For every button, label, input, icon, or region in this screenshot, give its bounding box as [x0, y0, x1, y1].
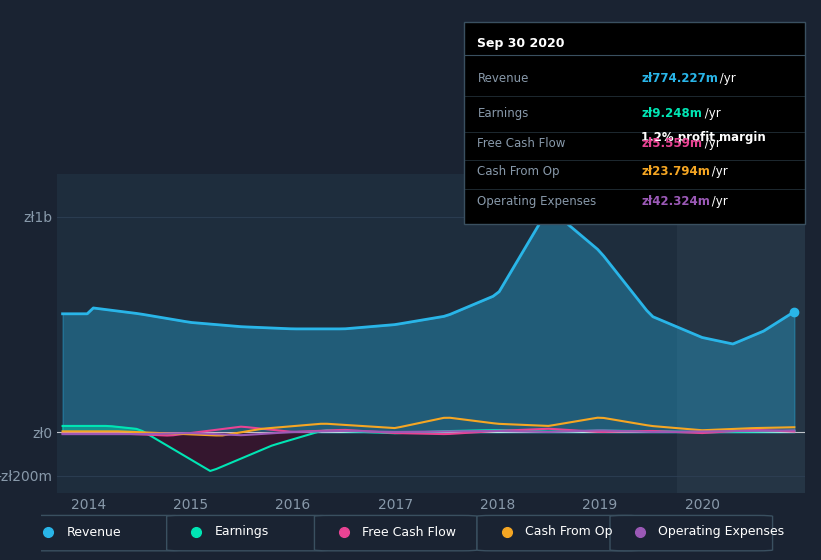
Text: /yr: /yr [701, 106, 721, 120]
Text: Free Cash Flow: Free Cash Flow [363, 525, 456, 539]
Text: Operating Expenses: Operating Expenses [478, 195, 597, 208]
FancyBboxPatch shape [314, 515, 477, 551]
Text: /yr: /yr [716, 72, 736, 85]
Text: Sep 30 2020: Sep 30 2020 [478, 36, 565, 49]
Text: 1.2% profit margin: 1.2% profit margin [641, 131, 766, 144]
Text: /yr: /yr [701, 137, 721, 150]
Text: zł42.324m: zł42.324m [641, 195, 710, 208]
FancyBboxPatch shape [477, 515, 640, 551]
Text: zł774.227m: zł774.227m [641, 72, 718, 85]
Text: Cash From Op: Cash From Op [525, 525, 612, 539]
Text: Revenue: Revenue [67, 525, 122, 539]
Text: Free Cash Flow: Free Cash Flow [478, 137, 566, 150]
Text: zł9.248m: zł9.248m [641, 106, 702, 120]
Text: zł5.559m: zł5.559m [641, 137, 702, 150]
FancyBboxPatch shape [19, 515, 181, 551]
Text: Earnings: Earnings [215, 525, 269, 539]
FancyBboxPatch shape [167, 515, 329, 551]
Text: /yr: /yr [709, 195, 728, 208]
Text: Earnings: Earnings [478, 106, 529, 120]
Text: /yr: /yr [709, 165, 728, 178]
Bar [677, 174, 805, 493]
FancyBboxPatch shape [610, 515, 773, 551]
Text: Operating Expenses: Operating Expenses [658, 525, 784, 539]
Text: Cash From Op: Cash From Op [478, 165, 560, 178]
Text: Revenue: Revenue [478, 72, 529, 85]
Text: zł23.794m: zł23.794m [641, 165, 710, 178]
